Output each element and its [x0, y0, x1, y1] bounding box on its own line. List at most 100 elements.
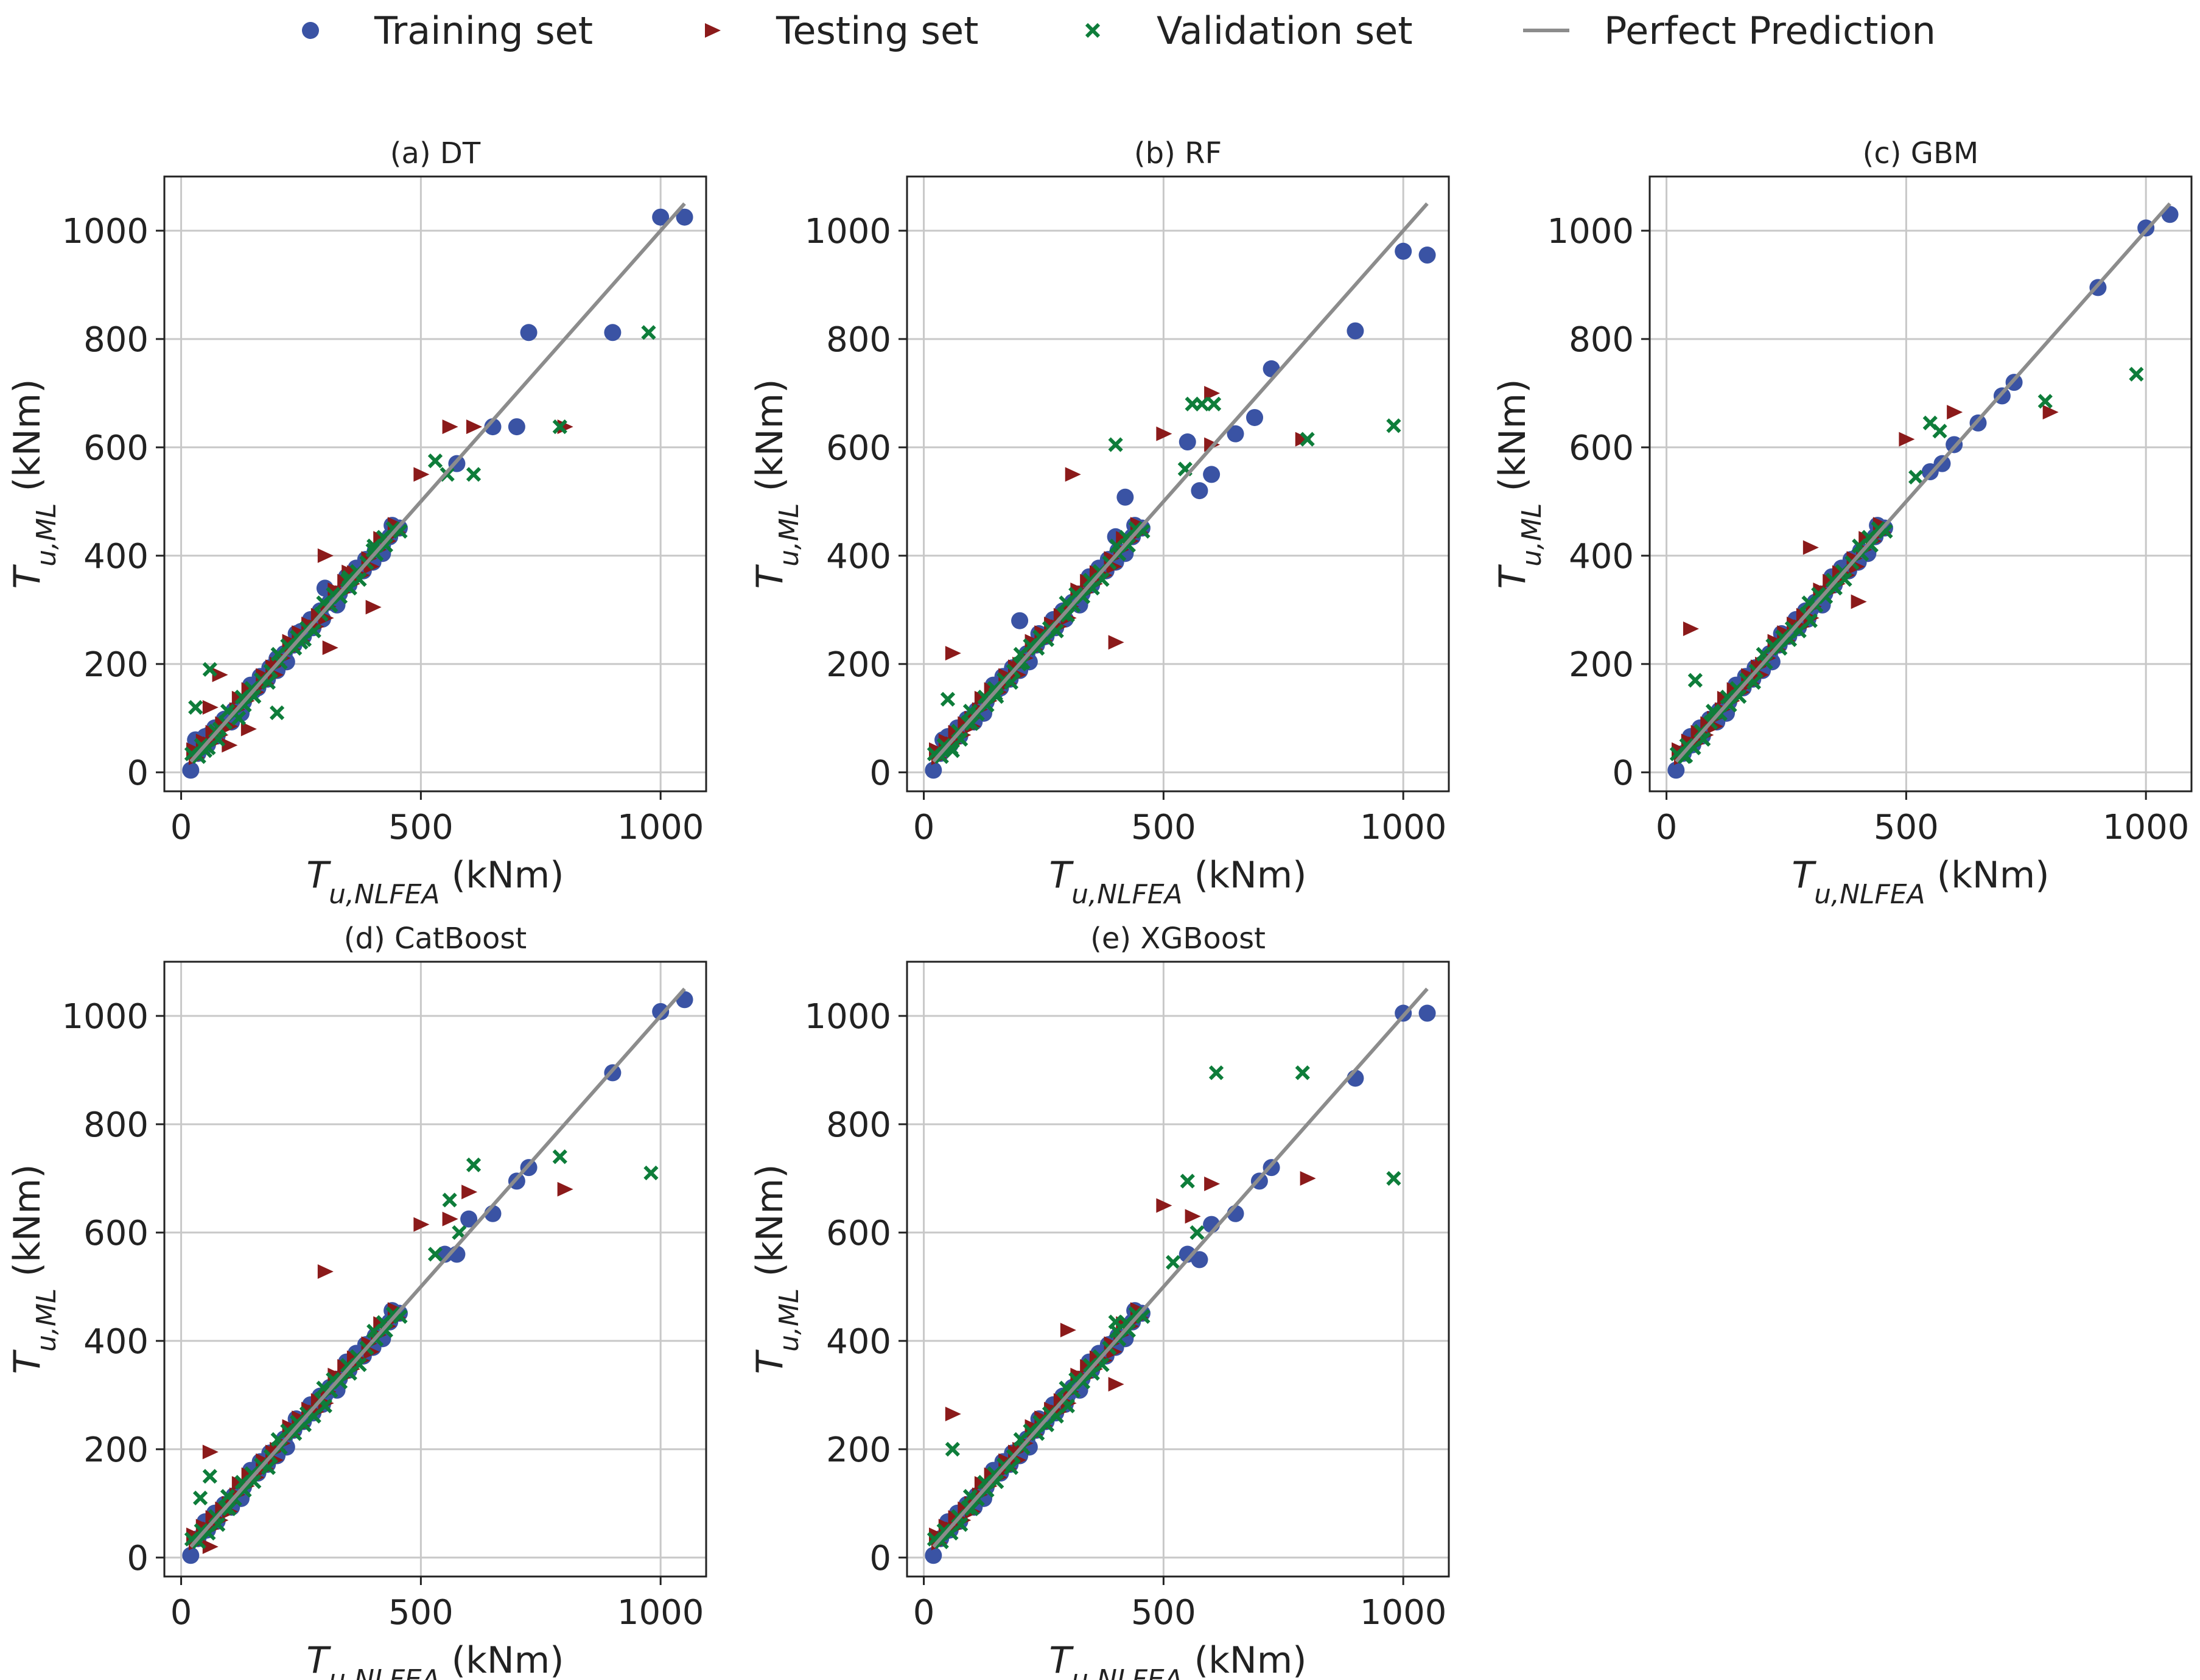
- data-point: [317, 1264, 334, 1279]
- y-tick-label: 800: [826, 320, 891, 360]
- data-point: [1156, 1198, 1172, 1213]
- data-point: [202, 1469, 217, 1484]
- cluster-point: [1121, 537, 1137, 553]
- data-point: [212, 667, 228, 682]
- data-point: [1060, 1323, 1076, 1338]
- x-tick-label: 0: [913, 808, 935, 847]
- data-point: [508, 418, 525, 436]
- cluster-point: [182, 1547, 200, 1564]
- data-point: [317, 548, 334, 563]
- y-tick-label: 800: [83, 1105, 149, 1145]
- cluster-point: [378, 537, 393, 553]
- data-point: [1185, 1209, 1201, 1224]
- legend-marker: [1085, 23, 1101, 38]
- data-point: [2037, 394, 2053, 409]
- cluster-point: [925, 1547, 942, 1564]
- data-point: [1179, 1245, 1196, 1263]
- plot-frame: [163, 961, 707, 1578]
- data-points: [1667, 206, 2179, 779]
- x-tick-label: 500: [388, 808, 454, 847]
- data-point: [1908, 469, 1924, 485]
- data-point: [466, 1157, 482, 1172]
- cluster-point: [1667, 761, 1685, 779]
- data-point: [1683, 621, 1699, 637]
- scatter-panel: 0 500 1000 0 200 400 600 800 1000 (e) XGBoost Tu,N…: [749, 922, 1450, 1680]
- perfect-prediction-line: [1675, 202, 2171, 763]
- data-point: [197, 743, 213, 758]
- y-tick-label: 200: [826, 1430, 891, 1470]
- data-point: [964, 716, 979, 731]
- cluster-point: [1863, 537, 1879, 553]
- legend-marker: [705, 23, 721, 38]
- plot-frame: [906, 961, 1450, 1578]
- scatter-panel: 0 500 1000 0 200 400 600 800 1000 (b) RF Tu,NLFEA …: [749, 136, 1450, 910]
- data-point: [945, 1441, 960, 1457]
- y-tick-label: 800: [83, 320, 149, 360]
- data-point: [1418, 247, 1436, 264]
- data-point: [1678, 749, 1694, 764]
- data-point: [1116, 488, 1134, 506]
- perfect-prediction-line: [932, 202, 1429, 763]
- data-point: [1932, 424, 1947, 439]
- data-point: [413, 467, 430, 482]
- perfect-prediction-line: [189, 987, 686, 1549]
- data-point: [365, 600, 382, 615]
- legend-label: Perfect Prediction: [1604, 9, 1936, 53]
- y-tick-label: 0: [127, 1539, 149, 1578]
- x-tick-label: 0: [170, 808, 192, 847]
- y-tick-label: 400: [826, 1322, 891, 1362]
- x-tick-label: 500: [1131, 1593, 1196, 1633]
- data-point: [461, 1185, 478, 1200]
- data-point: [945, 1407, 961, 1422]
- data-point: [1203, 466, 1221, 483]
- data-point: [1060, 607, 1075, 623]
- y-tick-label: 600: [83, 429, 149, 468]
- data-point: [557, 1181, 573, 1197]
- data-point: [1194, 396, 1210, 411]
- y-tick-label: 600: [826, 429, 891, 468]
- data-point: [1851, 594, 1867, 609]
- legend-item: Perfect Prediction: [1523, 9, 1936, 53]
- cluster-point: [182, 761, 200, 779]
- panel-title: (e) XGBoost: [1090, 922, 1266, 956]
- data-point: [1204, 1176, 1221, 1191]
- data-point: [1246, 408, 1264, 426]
- data-point: [1295, 432, 1311, 447]
- data-point: [1165, 1255, 1181, 1270]
- x-axis-label: Tu,NLFEA (kNm): [306, 854, 564, 910]
- data-point: [202, 662, 217, 677]
- x-tick-label: 1000: [617, 808, 704, 847]
- data-point: [2042, 405, 2059, 420]
- scatter-panel: 0 500 1000 0 200 400 600 800 1000 (a) DT Tu,NLFEA …: [6, 136, 707, 910]
- x-axis-label: Tu,NLFEA (kNm): [1049, 854, 1306, 910]
- legend-item: Training set: [302, 9, 593, 53]
- y-tick-label: 400: [1569, 537, 1634, 576]
- data-point: [1108, 1377, 1124, 1392]
- y-axis-label: Tu,ML (kNm): [6, 379, 62, 589]
- y-tick-label: 1000: [61, 212, 149, 251]
- panel-title: (c) GBM: [1863, 136, 1979, 170]
- data-point: [945, 646, 961, 661]
- plot-frame: [163, 175, 707, 793]
- x-tick-label: 500: [1874, 808, 1939, 847]
- data-point: [552, 419, 567, 435]
- data-point: [1065, 467, 1081, 482]
- data-point: [222, 738, 238, 753]
- y-tick-label: 1000: [1547, 212, 1634, 251]
- cluster-point: [378, 1323, 393, 1339]
- plot-frame: [1648, 175, 2193, 793]
- x-tick-label: 1000: [1360, 808, 1447, 847]
- data-point: [652, 208, 670, 226]
- cluster-point: [1121, 1323, 1137, 1339]
- data-point: [1386, 418, 1401, 433]
- data-point: [188, 699, 203, 715]
- y-tick-label: 800: [1569, 320, 1634, 360]
- data-point: [293, 635, 309, 650]
- y-tick-label: 600: [826, 1214, 891, 1253]
- data-point: [1108, 635, 1124, 650]
- x-axis-label: Tu,NLFEA (kNm): [1792, 854, 2049, 910]
- y-tick-label: 200: [83, 1430, 149, 1470]
- scatter-panel: 0 500 1000 0 200 400 600 800 1000 (d) CatBoost Tu,…: [6, 922, 707, 1680]
- data-point: [1418, 1004, 1436, 1022]
- legend-label: Validation set: [1157, 9, 1413, 53]
